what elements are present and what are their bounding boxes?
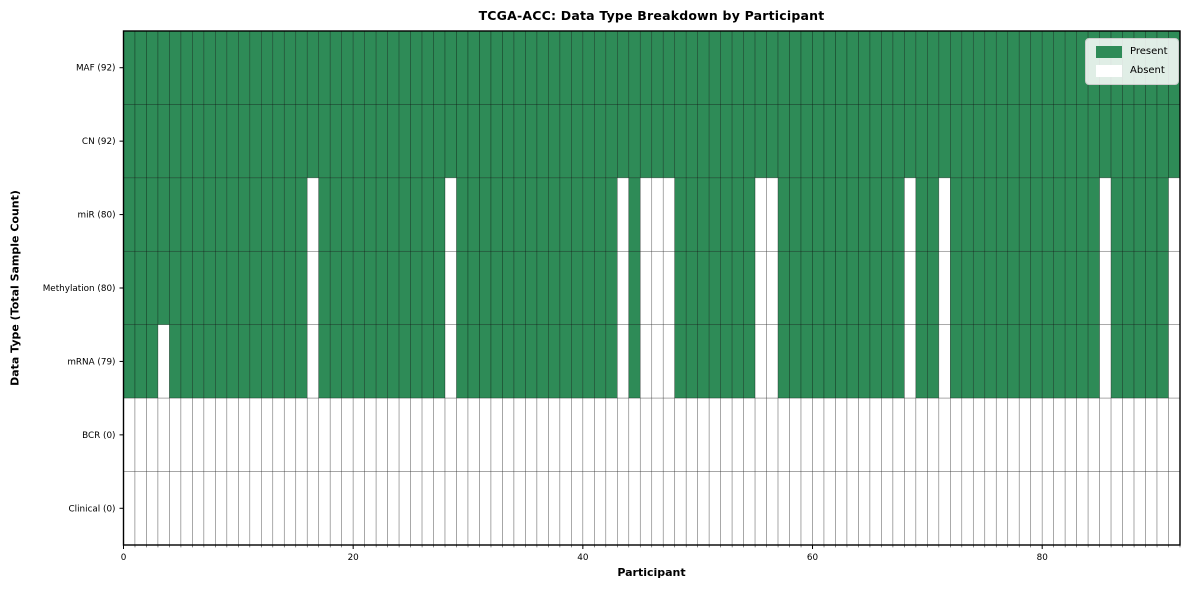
svg-text:60: 60 [807,553,819,563]
svg-text:miR (80): miR (80) [78,211,116,221]
svg-text:CN (92): CN (92) [82,137,116,147]
x-axis-label: Participant [617,566,686,579]
svg-text:80: 80 [1037,553,1049,563]
chart-title: TCGA-ACC: Data Type Breakdown by Partici… [478,8,825,23]
svg-text:Clinical (0): Clinical (0) [69,504,116,514]
legend-swatch-absent-icon [1096,65,1122,77]
legend-label-present: Present [1130,46,1168,57]
legend-item-present: Present [1096,46,1168,58]
legend-swatch-present-icon [1096,46,1122,58]
svg-text:0: 0 [121,553,127,563]
svg-text:Methylation (80): Methylation (80) [43,284,116,294]
svg-text:20: 20 [348,553,360,563]
svg-text:mRNA (79): mRNA (79) [67,357,115,367]
legend-label-absent: Absent [1130,65,1165,76]
svg-text:MAF (92): MAF (92) [76,64,116,74]
svg-text:BCR (0): BCR (0) [82,431,115,441]
legend: Present Absent [1085,38,1179,85]
svg-text:40: 40 [577,553,589,563]
legend-item-absent: Absent [1096,65,1168,77]
